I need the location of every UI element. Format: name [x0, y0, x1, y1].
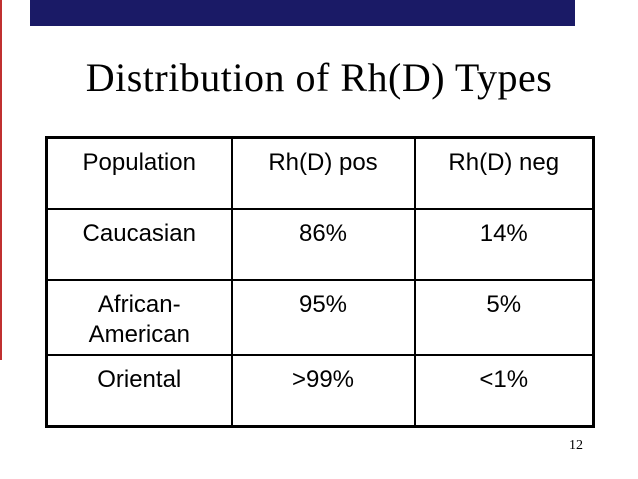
cell-african-american-population: African-American	[45, 278, 233, 356]
rh-distribution-table: Population Rh(D) pos Rh(D) neg Caucasian…	[45, 136, 595, 428]
cell-african-american-neg: 5%	[413, 278, 595, 356]
table-row-african-american: African-American 95% 5%	[45, 278, 595, 356]
page-number: 12	[569, 438, 583, 453]
table-row-oriental: Oriental >99% <1%	[45, 353, 595, 428]
slide-title: Distribution of Rh(D) Types	[85, 55, 553, 100]
column-header-rhd-pos: Rh(D) pos	[230, 136, 416, 210]
table-header-row: Population Rh(D) pos Rh(D) neg	[45, 136, 595, 210]
cell-oriental-population: Oriental	[45, 353, 233, 428]
cell-caucasian-pos: 86%	[230, 207, 416, 281]
left-edge-line-decoration	[0, 0, 2, 360]
cell-caucasian-population: Caucasian	[45, 207, 233, 281]
column-header-rhd-neg: Rh(D) neg	[413, 136, 595, 210]
table-row-caucasian: Caucasian 86% 14%	[45, 207, 595, 281]
top-bar-decoration	[30, 0, 575, 26]
column-header-population: Population	[45, 136, 233, 210]
cell-caucasian-neg: 14%	[413, 207, 595, 281]
cell-african-american-pos: 95%	[230, 278, 416, 356]
cell-oriental-pos: >99%	[230, 353, 416, 428]
cell-oriental-neg: <1%	[413, 353, 595, 428]
